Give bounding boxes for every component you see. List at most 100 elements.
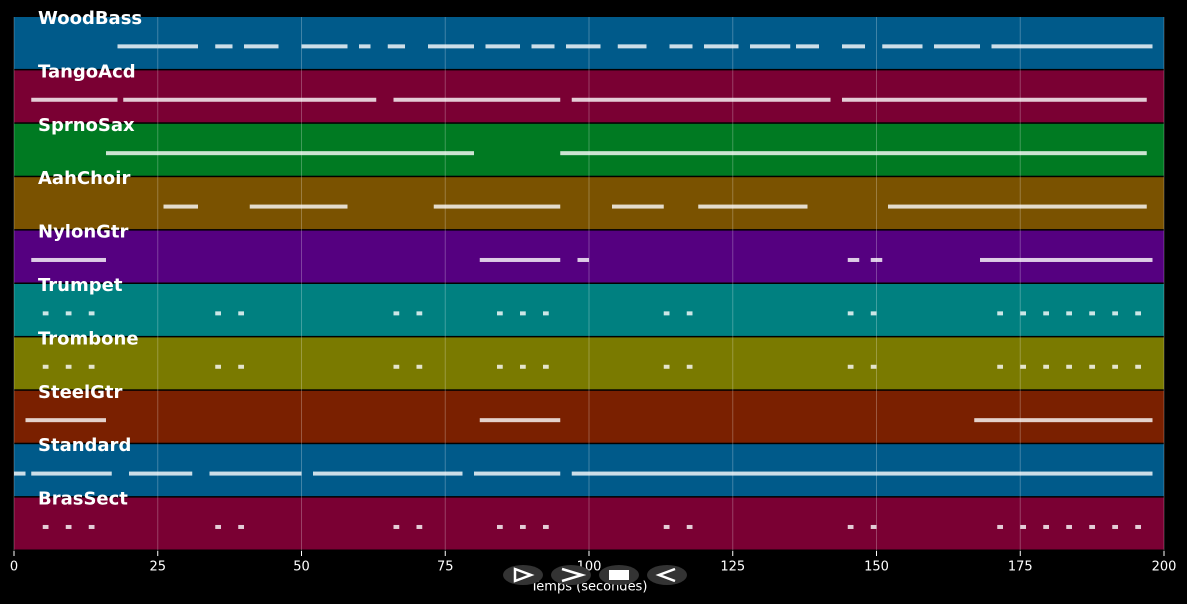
- note: [123, 97, 377, 102]
- track-lane: [14, 17, 1164, 69]
- note: [238, 311, 244, 316]
- track-label: WoodBass: [38, 8, 142, 29]
- note: [479, 257, 561, 262]
- note: [997, 364, 1003, 369]
- note: [577, 257, 589, 262]
- note: [750, 44, 791, 49]
- note: [520, 524, 526, 529]
- note: [31, 471, 112, 476]
- note: [387, 44, 405, 49]
- note: [1020, 524, 1026, 529]
- note: [485, 44, 520, 49]
- play-button[interactable]: [503, 565, 543, 585]
- note: [215, 44, 233, 49]
- note: [698, 204, 808, 209]
- note: [497, 364, 503, 369]
- note: [25, 418, 106, 423]
- note: [1089, 364, 1095, 369]
- note: [65, 311, 72, 316]
- track-lane: [14, 390, 1164, 443]
- note: [1089, 524, 1095, 529]
- note: [157, 44, 198, 49]
- note: [888, 204, 1147, 209]
- note: [882, 44, 923, 49]
- note: [669, 44, 693, 49]
- note: [980, 257, 1153, 262]
- note: [870, 257, 883, 262]
- note: [934, 44, 980, 49]
- note: [796, 44, 819, 49]
- note: [847, 311, 854, 316]
- note: [479, 418, 561, 423]
- note: [663, 364, 670, 369]
- x-tick-label: 0: [10, 560, 18, 575]
- note: [106, 151, 474, 156]
- playback-controls: [503, 565, 687, 585]
- note: [663, 311, 670, 316]
- track-lane: [14, 337, 1164, 390]
- x-tick-label: 50: [293, 560, 310, 575]
- note: [997, 524, 1003, 529]
- note: [1020, 311, 1026, 316]
- note: [416, 311, 423, 316]
- note: [543, 364, 549, 369]
- x-tick-label: 25: [149, 560, 166, 575]
- forward-button[interactable]: [551, 565, 591, 585]
- note: [847, 364, 854, 369]
- track-lane: [14, 230, 1164, 283]
- note: [1066, 364, 1072, 369]
- note: [1135, 311, 1141, 316]
- note: [359, 44, 371, 49]
- note: [571, 97, 831, 102]
- note: [1112, 311, 1118, 316]
- note: [497, 524, 503, 529]
- note: [301, 44, 348, 49]
- note: [215, 311, 221, 316]
- note: [42, 524, 49, 529]
- note: [847, 524, 854, 529]
- note: [991, 44, 1153, 49]
- note: [393, 311, 400, 316]
- x-tick-label: 175: [1008, 560, 1033, 575]
- note: [163, 204, 198, 209]
- track-lane: [14, 444, 1164, 497]
- note: [416, 364, 423, 369]
- note: [209, 471, 302, 476]
- note: [543, 524, 549, 529]
- note: [1089, 311, 1095, 316]
- note: [244, 44, 279, 49]
- note: [14, 471, 26, 476]
- note: [663, 524, 670, 529]
- x-tick-label: 125: [720, 560, 745, 575]
- note: [1112, 524, 1118, 529]
- track-label: Trumpet: [38, 275, 123, 296]
- note: [1135, 364, 1141, 369]
- note: [520, 311, 526, 316]
- note: [1043, 311, 1049, 316]
- note: [520, 364, 526, 369]
- track-lane: [14, 177, 1164, 230]
- note: [393, 97, 561, 102]
- note: [974, 418, 1153, 423]
- note: [1112, 364, 1118, 369]
- stop-button[interactable]: [599, 565, 639, 585]
- note: [686, 311, 693, 316]
- note: [88, 364, 95, 369]
- note: [238, 364, 244, 369]
- note: [31, 257, 106, 262]
- note: [1020, 364, 1026, 369]
- x-tick-label: 75: [437, 560, 454, 575]
- track-label: BrasSect: [38, 489, 128, 510]
- note: [393, 524, 400, 529]
- note: [42, 311, 49, 316]
- track-label: SprnoSax: [38, 115, 135, 136]
- back-button[interactable]: [647, 565, 687, 585]
- track-label: SteelGtr: [38, 382, 123, 403]
- note: [31, 97, 118, 102]
- note: [238, 524, 244, 529]
- track-lane: [14, 70, 1164, 123]
- note: [42, 364, 49, 369]
- note: [612, 204, 664, 209]
